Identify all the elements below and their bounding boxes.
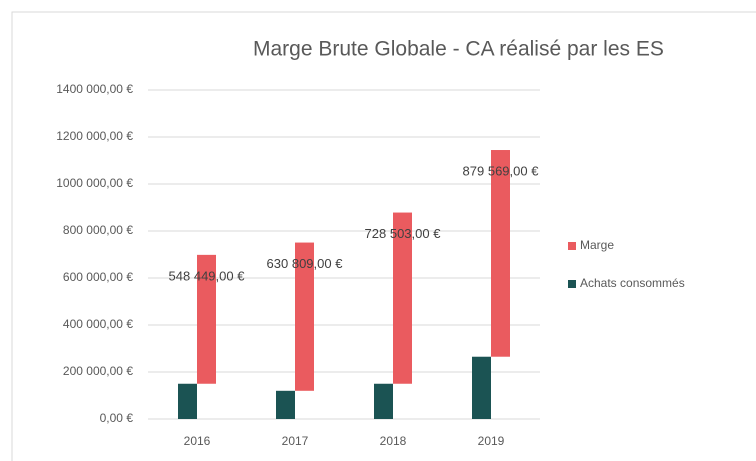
data-label: 548 449,00 € bbox=[169, 268, 246, 283]
legend-label: Achats consommés bbox=[580, 276, 685, 290]
y-tick-label: 1200 000,00 € bbox=[56, 129, 133, 143]
y-tick-label: 0,00 € bbox=[100, 411, 134, 425]
bar bbox=[197, 254, 216, 384]
bar bbox=[295, 242, 314, 391]
bar bbox=[276, 390, 295, 419]
x-tick-label: 2018 bbox=[380, 434, 407, 448]
bar bbox=[374, 383, 393, 419]
y-tick-label: 1400 000,00 € bbox=[56, 82, 133, 96]
x-tick-label: 2019 bbox=[478, 434, 505, 448]
x-tick-label: 2017 bbox=[282, 434, 309, 448]
chart-title: Marge Brute Globale - CA réalisé par les… bbox=[253, 38, 664, 61]
y-tick-label: 200 000,00 € bbox=[63, 364, 133, 378]
x-tick-label: 2016 bbox=[184, 434, 211, 448]
y-tick-label: 400 000,00 € bbox=[63, 317, 133, 331]
data-label: 630 809,00 € bbox=[267, 256, 344, 271]
y-tick-label: 800 000,00 € bbox=[63, 223, 133, 237]
bar bbox=[472, 356, 491, 419]
bar bbox=[491, 150, 510, 357]
legend-swatch bbox=[568, 280, 576, 288]
y-tick-label: 1000 000,00 € bbox=[56, 176, 133, 190]
bar bbox=[178, 383, 197, 419]
bar bbox=[393, 212, 412, 384]
data-label: 728 503,00 € bbox=[365, 226, 442, 241]
data-label: 879 569,00 € bbox=[463, 163, 540, 178]
legend-swatch bbox=[568, 242, 576, 250]
y-tick-label: 600 000,00 € bbox=[63, 270, 133, 284]
legend-label: Marge bbox=[580, 238, 614, 252]
